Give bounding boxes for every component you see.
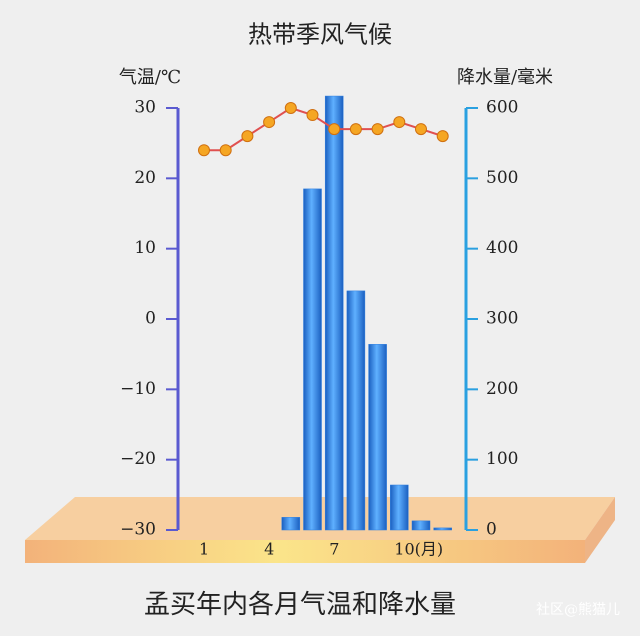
point <box>219 144 232 157</box>
x-tick-label: 10(月) <box>394 540 443 559</box>
y-tick-label: 0 <box>145 309 156 329</box>
y-tick-label: 20 <box>134 168 156 188</box>
platform-side <box>585 497 615 563</box>
point <box>198 144 210 157</box>
point <box>328 123 341 136</box>
y-tick-label: −30 <box>120 520 156 540</box>
point <box>415 123 427 136</box>
bar <box>324 95 344 531</box>
x-tick-label: 1 <box>199 540 209 559</box>
bar <box>346 290 366 531</box>
bar <box>281 517 301 531</box>
y-axis-label: 气温/℃ <box>119 67 181 88</box>
y-tick-label: 30 <box>134 98 156 118</box>
y-tick-label: −10 <box>120 379 156 399</box>
y2-tick-label: 100 <box>486 449 518 469</box>
bar <box>390 484 409 531</box>
chart-title: 热带季风气候 <box>248 21 392 49</box>
y2-tick-label: 500 <box>486 168 518 188</box>
bar <box>433 527 452 531</box>
point <box>263 116 276 129</box>
y2-tick-label: 300 <box>486 309 518 329</box>
y2-tick-label: 0 <box>486 520 497 540</box>
caption: 孟买年内各月气温和降水量 <box>144 590 456 620</box>
y2-axis-label: 降水量/毫米 <box>457 67 553 88</box>
watermark: 社区@熊猫儿 <box>536 602 620 618</box>
point <box>393 116 406 129</box>
point <box>436 130 449 143</box>
y-tick-label: 10 <box>134 238 156 258</box>
y2-tick-label: 400 <box>486 238 518 258</box>
bar <box>411 520 431 531</box>
point <box>306 109 319 122</box>
y-tick-label: −20 <box>120 449 156 469</box>
y2-tick-label: 200 <box>486 379 518 399</box>
point <box>349 123 362 136</box>
x-tick-label: 7 <box>329 540 339 559</box>
bar <box>368 344 387 531</box>
point <box>241 130 254 143</box>
y2-tick-label: 600 <box>486 98 518 118</box>
point <box>284 102 297 114</box>
line <box>204 106 444 152</box>
x-tick-label: 4 <box>264 540 274 559</box>
platform-front <box>25 540 585 563</box>
bar <box>303 188 322 531</box>
point <box>371 123 384 136</box>
